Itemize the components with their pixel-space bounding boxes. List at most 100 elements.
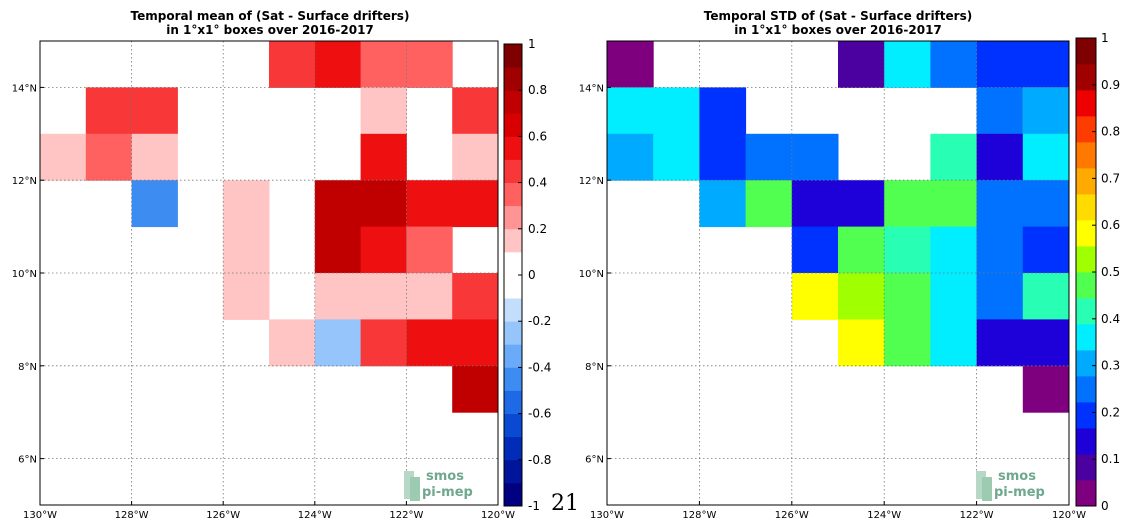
grid-cell bbox=[360, 41, 407, 88]
colorbar-tick-label: -0.2 bbox=[528, 314, 551, 328]
colorbar-segment bbox=[504, 367, 522, 391]
grid-cell bbox=[930, 273, 978, 320]
grid-cell bbox=[406, 273, 453, 320]
colorbar-segment bbox=[504, 90, 522, 114]
colorbar-segment bbox=[1076, 64, 1096, 91]
grid-cell bbox=[452, 133, 499, 181]
colorbar-segment bbox=[1076, 272, 1096, 299]
grid-cell bbox=[360, 273, 407, 320]
std-logo-mark-icon bbox=[976, 471, 986, 499]
colorbar-segment bbox=[1076, 168, 1096, 195]
grid-cell bbox=[314, 226, 362, 274]
colorbar-tick-label: 0.8 bbox=[528, 83, 547, 97]
colorbar-tick-label: 0 bbox=[1101, 499, 1109, 513]
grid-cell bbox=[884, 273, 931, 320]
x-tick-label: 120°W bbox=[481, 510, 515, 521]
grid-cell bbox=[930, 180, 978, 228]
grid-cell bbox=[360, 87, 407, 135]
colorbar-segment bbox=[504, 251, 522, 276]
grid-cell bbox=[85, 87, 133, 135]
y-tick-label: 10°N bbox=[12, 269, 37, 280]
colorbar-segment bbox=[1076, 402, 1096, 429]
grid-cell bbox=[223, 180, 270, 228]
grid-cell bbox=[452, 87, 499, 135]
mean-logo-line2: pi-mep bbox=[422, 485, 473, 500]
mean-logo: smos pi-mep bbox=[404, 469, 473, 501]
colorbar-segment bbox=[504, 413, 522, 438]
y-tick-label: 6°N bbox=[585, 455, 604, 466]
grid-cell bbox=[976, 273, 1024, 320]
grid-cell bbox=[452, 273, 499, 320]
grid-cell bbox=[1022, 87, 1070, 135]
y-tick-label: 8°N bbox=[585, 362, 604, 373]
mean-x-axis: 130°W 128°W 126°W 124°W 122°W 120°W bbox=[23, 501, 515, 521]
colorbar-segment bbox=[1076, 376, 1096, 403]
x-tick-label: 124°W bbox=[867, 510, 901, 521]
x-tick-label: 122°W bbox=[960, 510, 994, 521]
std-logo-mark-icon-2 bbox=[982, 477, 992, 501]
grid-cell bbox=[406, 226, 453, 274]
grid-cell bbox=[791, 133, 839, 181]
grid-cell bbox=[360, 226, 407, 274]
grid-cell bbox=[131, 87, 178, 135]
grid-cell bbox=[406, 319, 453, 367]
grid-cell bbox=[884, 180, 931, 228]
y-tick-label: 14°N bbox=[12, 83, 37, 94]
grid-cell bbox=[223, 273, 270, 320]
grid-cell bbox=[607, 133, 654, 181]
mean-colorbar bbox=[504, 44, 522, 507]
grid-cell bbox=[930, 133, 978, 181]
grid-cell bbox=[607, 41, 654, 88]
colorbar-tick-label: 0.6 bbox=[1101, 218, 1120, 232]
colorbar-segment bbox=[504, 482, 522, 507]
colorbar-segment bbox=[1076, 142, 1096, 169]
grid-cell bbox=[452, 319, 499, 367]
grid-cell bbox=[976, 133, 1024, 181]
grid-cell bbox=[745, 180, 793, 228]
grid-cell bbox=[653, 133, 700, 181]
colorbar-segment bbox=[1076, 454, 1096, 481]
colorbar-tick-label: 0.9 bbox=[1101, 78, 1120, 92]
grid-cell bbox=[607, 87, 654, 135]
grid-cell bbox=[976, 180, 1024, 228]
grid-cell bbox=[1022, 133, 1070, 181]
std-colorbar-ticks: 1 0.9 0.8 0.7 0.6 0.5 0.4 0.3 0.2 0.1 0 bbox=[1092, 31, 1120, 513]
grid-cell bbox=[269, 319, 316, 367]
colorbar-tick-label: 0.6 bbox=[528, 129, 547, 143]
grid-cell bbox=[131, 133, 178, 181]
colorbar-tick-label: 1 bbox=[528, 37, 536, 51]
colorbar-segment bbox=[504, 459, 522, 484]
colorbar-segment bbox=[1076, 90, 1096, 117]
grid-cell bbox=[930, 41, 978, 88]
y-tick-label: 14°N bbox=[579, 83, 604, 94]
x-tick-label: 128°W bbox=[682, 510, 716, 521]
colorbar-segment bbox=[504, 390, 522, 414]
std-logo-line1: smos bbox=[998, 469, 1036, 484]
grid-cell bbox=[791, 226, 839, 274]
grid-cell bbox=[223, 226, 270, 274]
grid-cell bbox=[884, 41, 931, 88]
grid-cell bbox=[976, 87, 1024, 135]
x-tick-label: 128°W bbox=[115, 510, 149, 521]
colorbar-tick-label: 0.4 bbox=[1101, 312, 1120, 326]
grid-cell bbox=[884, 319, 931, 367]
grid-cell bbox=[452, 365, 499, 413]
mean-colorbar-ticks: 1 0.8 0.6 0.4 0.2 0 -0.2 -0.4 -0.6 -0.8 -1 bbox=[518, 37, 551, 513]
grid-cell bbox=[838, 273, 885, 320]
x-tick-label: 124°W bbox=[298, 510, 332, 521]
colorbar-segment bbox=[1076, 324, 1096, 351]
colorbar-tick-label: 1 bbox=[1101, 31, 1109, 45]
colorbar-tick-label: -0.6 bbox=[528, 407, 551, 421]
grid-cell bbox=[314, 273, 362, 320]
y-tick-label: 12°N bbox=[579, 176, 604, 187]
colorbar-segment bbox=[1076, 246, 1096, 273]
x-tick-label: 126°W bbox=[206, 510, 240, 521]
mean-logo-line1: smos bbox=[426, 469, 464, 484]
panel-mean: Temporal mean of (Sat - Surface drifters… bbox=[12, 9, 552, 521]
y-tick-label: 10°N bbox=[579, 269, 604, 280]
grid-cell bbox=[838, 41, 885, 88]
colorbar-segment bbox=[1076, 194, 1096, 221]
grid-cell bbox=[85, 133, 133, 181]
std-x-axis: 130°W 128°W 126°W 124°W 122°W 120°W bbox=[590, 501, 1086, 521]
colorbar-tick-label: -0.4 bbox=[528, 360, 551, 374]
